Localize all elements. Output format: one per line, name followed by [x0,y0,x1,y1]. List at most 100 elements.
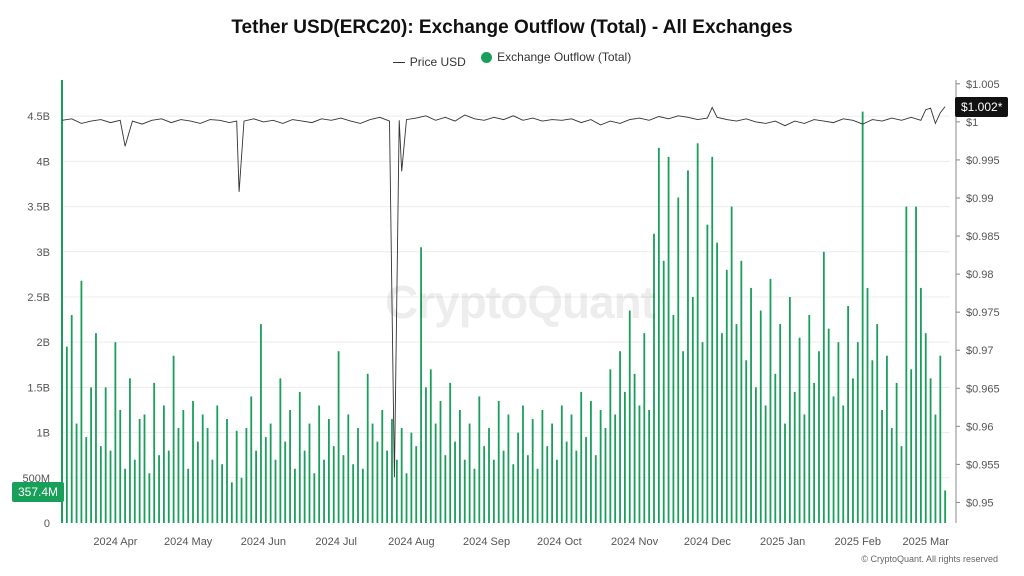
outflow-bar [313,473,316,523]
outflow-bar [478,396,481,523]
x-tick-label: 2024 Nov [611,536,659,548]
outflow-bar [570,414,573,523]
outflow-bar [434,423,437,523]
outflow-bar [473,468,476,523]
outflow-bar [730,206,733,524]
y-left-tick-label: 3.5B [27,202,50,214]
outflow-bar [590,400,592,523]
outflow-bar [226,419,228,523]
outflow-bar [269,423,272,523]
outflow-bar [585,437,587,523]
outflow-bar [294,468,296,523]
outflow-bar [459,409,461,523]
outflow-bar [910,369,913,523]
y-left-tick-label: 2B [37,337,50,349]
outflow-bar [376,441,379,523]
outflow-bar [492,459,495,523]
outflow-bar [886,355,888,523]
outflow-bar [298,391,301,523]
outflow-bar [687,170,689,524]
price-line-path [61,106,946,478]
outflow-bar [221,464,224,523]
outflow-bar [526,455,529,523]
outflow-bar [944,490,947,523]
outflow-bar [565,441,568,523]
y-right-tick-label: $0.995 [966,155,1000,167]
outflow-bar [381,409,384,523]
outflow-bar [517,432,520,523]
outflow-bar [536,468,539,523]
outflow-bar [643,333,646,523]
y-right-tick-label: $0.95 [966,497,994,509]
outflow-bar [95,333,97,523]
x-tick-label: 2025 Feb [835,536,881,548]
outflow-bar [240,477,243,523]
outflow-bar [352,464,355,523]
outflow-bar [750,287,752,523]
outflow-bar [386,450,389,523]
outflow-bar [361,468,364,523]
outflow-bar [653,233,655,523]
outflow-bar [842,405,845,523]
outflow-bar [303,450,306,523]
outflow-bar [735,324,738,523]
outflow-bar [633,373,636,523]
outflow-bar [75,423,78,523]
outflow-bar [788,296,791,523]
outflow-bar [929,378,932,523]
outflow-bar [65,346,68,523]
y-left-tick-label: 4.5B [27,111,50,123]
y-left-tick-label: 0 [44,518,50,530]
outflow-bar [861,111,864,524]
outflow-bar [939,355,942,523]
x-tick-label: 2024 Oct [537,536,582,548]
y-right-tick-label: $0.965 [966,383,1000,395]
outflow-bar [235,430,238,523]
outflow-bar [192,400,194,523]
outflow-bar [488,428,490,523]
outflow-bar [871,360,874,523]
outflow-bar [716,242,718,524]
outflow-bar [866,287,869,523]
y-left-tick-label: 1B [37,428,50,440]
outflow-bar [211,459,214,523]
outflow-bar [793,391,796,523]
outflow-bar [556,459,558,523]
outflow-bar [759,310,762,523]
outflow-bar [575,450,578,523]
outflow-bar [196,441,199,523]
outflow-bar [342,455,345,523]
legend-item-outflow[interactable]: Exchange Outflow (Total) [481,50,631,64]
x-tick-label: 2024 Jun [241,536,286,548]
outflow-bar [395,459,398,523]
outflow-bar [230,482,233,523]
outflow-bar [691,296,694,523]
x-tick-label: 2024 May [164,536,213,548]
outflow-bar [289,409,291,523]
outflow-bar [628,310,631,523]
x-tick-label: 2024 Apr [93,536,137,548]
outflow-bar [143,414,146,523]
outflow-bar [774,373,777,523]
outflow-bar [667,156,670,524]
outflow-bar [672,315,675,523]
outflow-bar [895,382,898,523]
legend-item-price[interactable]: Price USD [392,55,466,69]
outflow-bar [318,405,321,523]
outflow-bar [260,324,262,523]
y-right-tick-label: $0.975 [966,307,1000,319]
legend-label-outflow: Exchange Outflow (Total) [497,50,632,64]
outflow-bar [764,405,767,523]
outflow-bar [677,197,680,523]
outflow-bar [890,428,893,523]
outflow-bar [429,369,432,523]
outflow-bars [61,80,947,524]
outflow-bar [541,409,544,523]
outflow-bar [468,423,471,523]
x-tick-label: 2024 Aug [388,536,435,548]
outflow-bar [623,391,626,523]
y-left-tick-label: 2.5B [27,292,50,304]
outflow-bar [813,382,816,523]
outflow-bar [798,337,801,523]
